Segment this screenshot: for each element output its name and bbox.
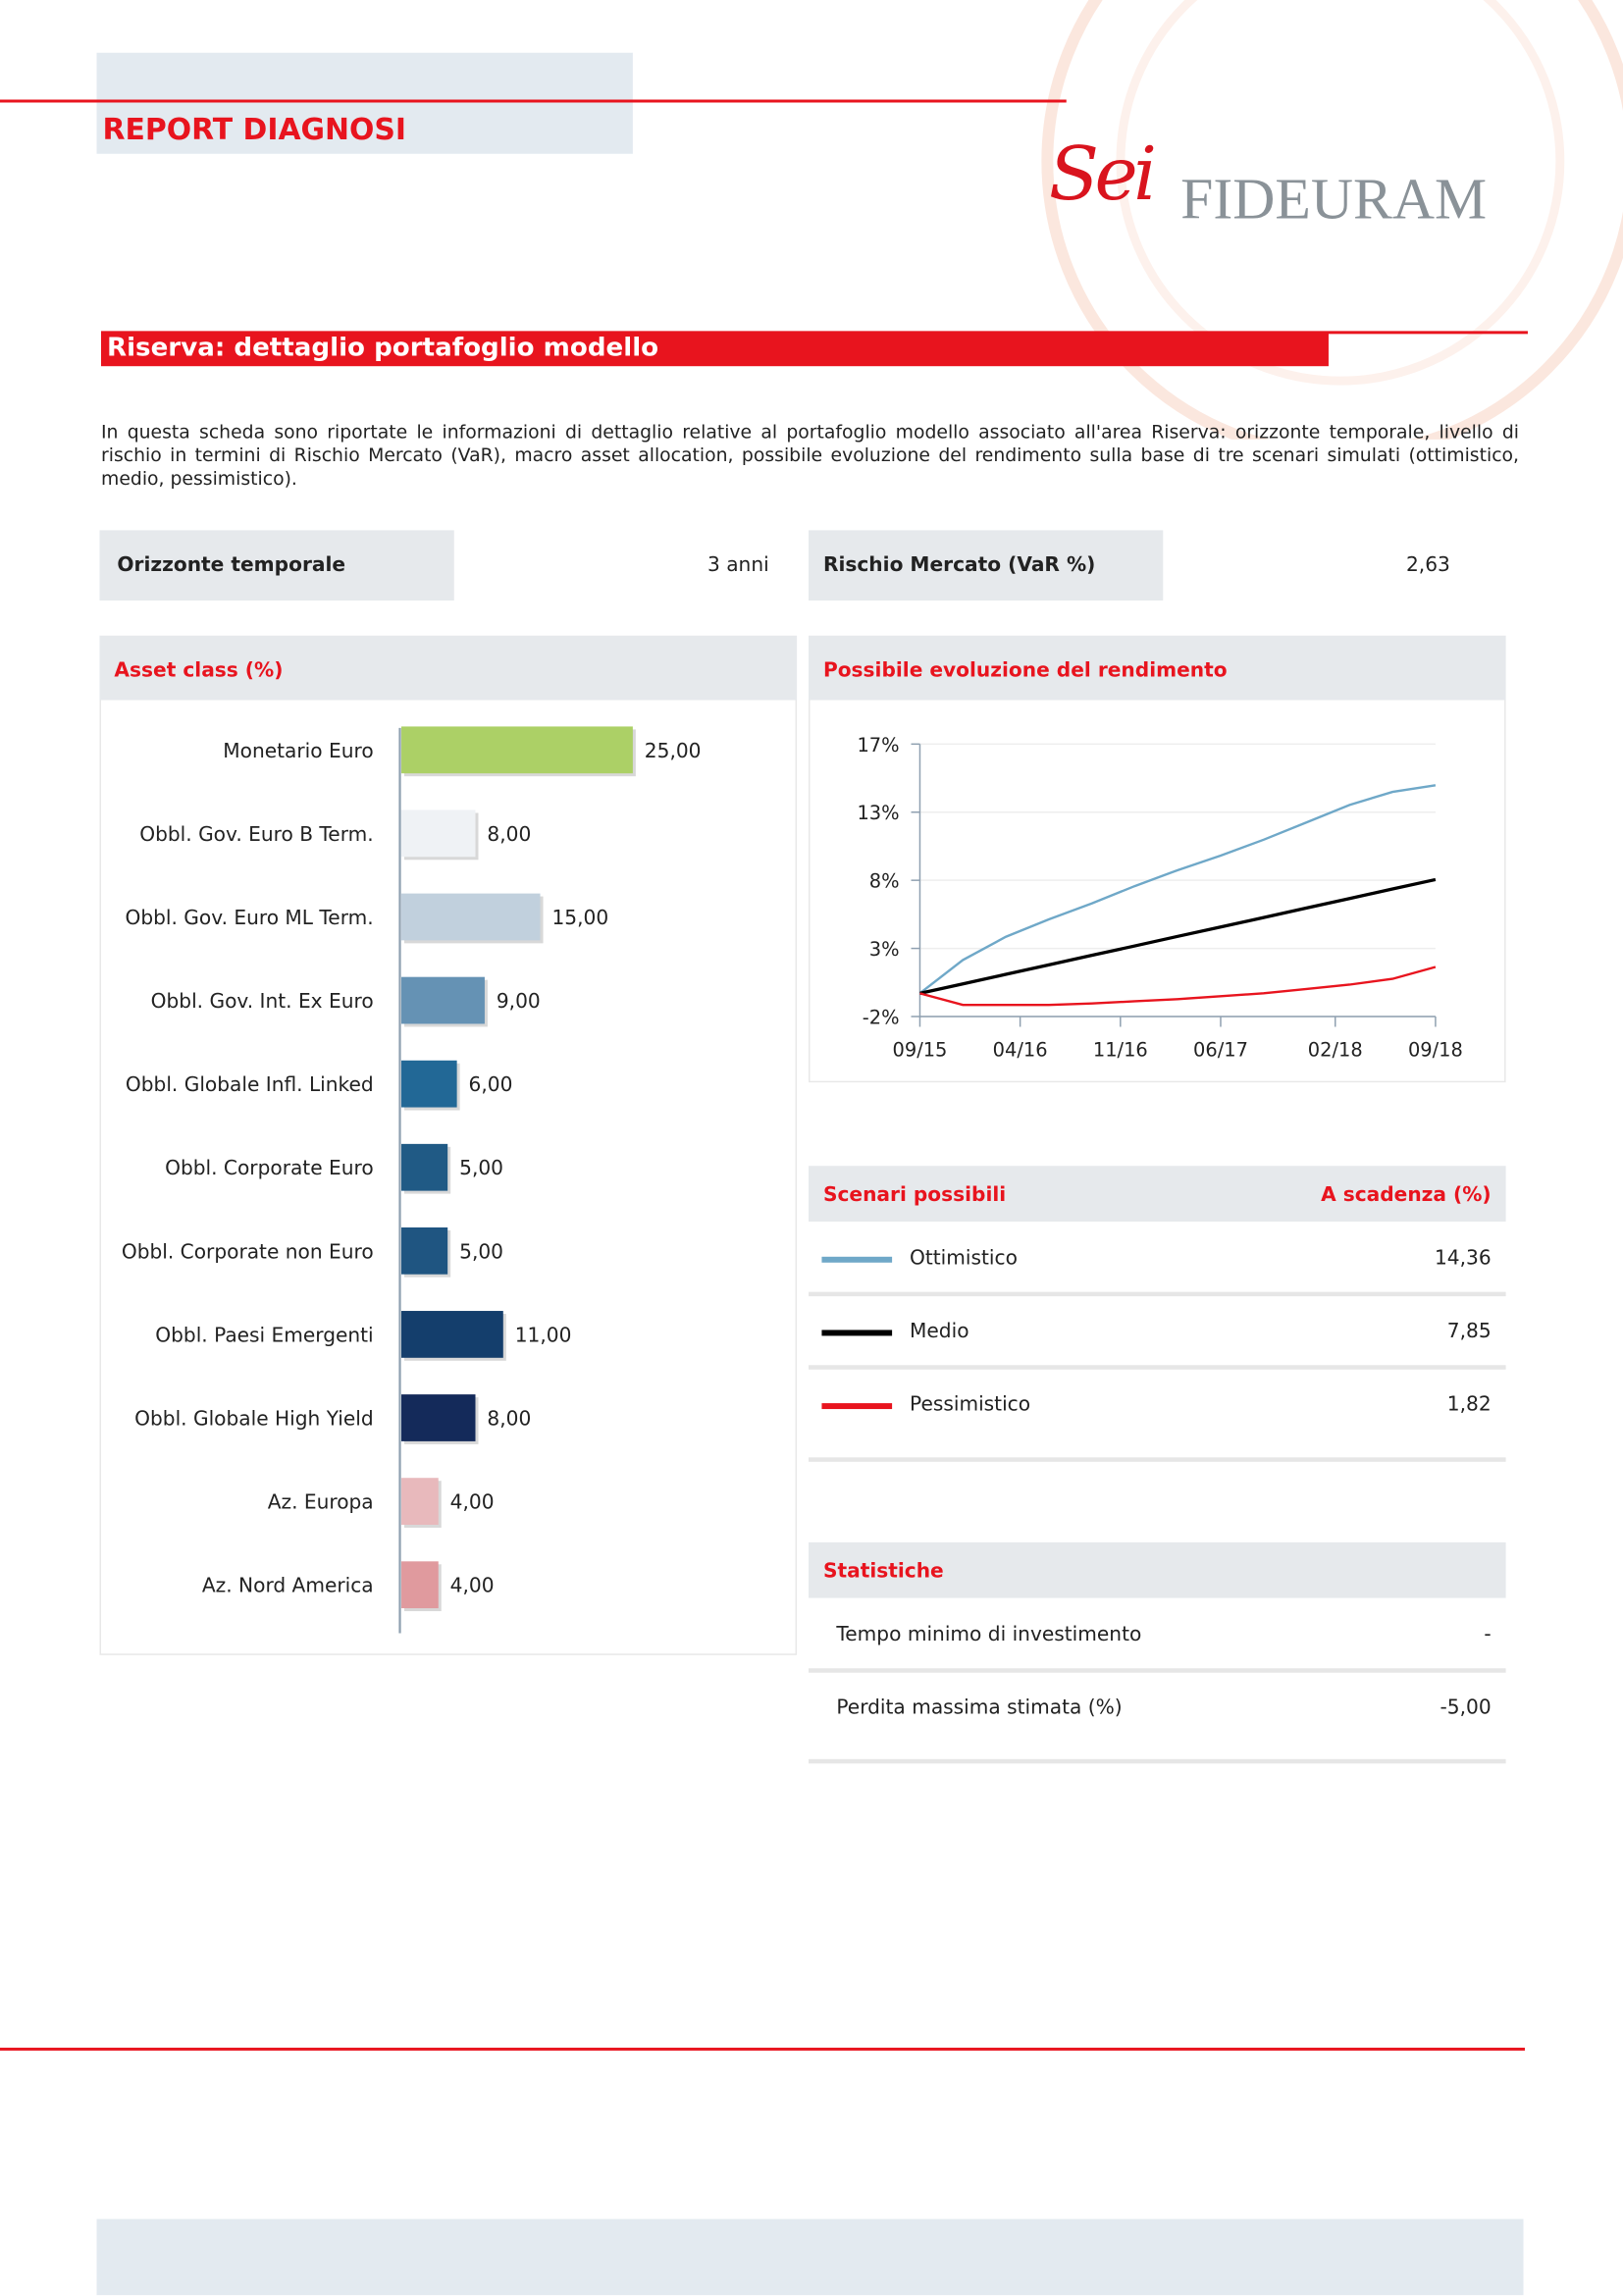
summary-box [809, 530, 1164, 601]
scenario-value: 7,85 [1446, 1319, 1492, 1343]
line-header [809, 635, 1506, 701]
category-label: Obbl. Gov. Int. Ex Euro [151, 989, 374, 1013]
y-tick-label: -2% [863, 1006, 900, 1028]
series-line [919, 965, 1437, 1007]
series-line [919, 877, 1437, 995]
summary-label: Orizzonte temporale [117, 553, 346, 578]
decor-arc [1116, 0, 1565, 386]
row-separator [809, 1457, 1506, 1462]
category-label: Obbl. Globale High Yield [134, 1406, 374, 1430]
legend-swatch [821, 1256, 893, 1263]
value-label: 4,00 [450, 1574, 495, 1597]
value-label: 11,00 [515, 1323, 572, 1346]
legend-swatch [821, 1403, 893, 1410]
stat-value: - [1484, 1623, 1492, 1646]
asset-chart: Monetario Euro 25,00 Obbl. Gov. Euro B Ter… [122, 726, 702, 1634]
bar [401, 809, 476, 858]
footer-box [96, 2218, 1524, 2296]
header-rule [0, 99, 1067, 103]
x-tick-label: 02/18 [1308, 1038, 1363, 1061]
value-label: 4,00 [450, 1490, 495, 1514]
value-label: 8,00 [487, 822, 531, 846]
scenario-col: Scenari possibili [822, 1183, 1007, 1208]
value-label: 25,00 [645, 739, 702, 762]
value-label: 6,00 [469, 1072, 513, 1096]
value-label: 15,00 [551, 906, 608, 929]
header-title: REPORT DIAGNOSI [102, 111, 407, 147]
scenario-value: 1,82 [1446, 1392, 1492, 1417]
series-line [918, 784, 1437, 995]
value-label: 9,00 [497, 989, 541, 1013]
line-title: Possibile evoluzione del rendimento [822, 658, 1228, 683]
x-tick-label: 11/16 [1093, 1038, 1148, 1061]
bar [401, 1478, 439, 1525]
row-separator [809, 1758, 1506, 1764]
y-tick-label: 8% [869, 870, 900, 893]
category-label: Obbl. Globale Infl. Linked [126, 1072, 374, 1096]
bar [401, 1143, 448, 1191]
summary-box [99, 530, 454, 601]
row-separator [809, 1668, 1506, 1673]
row-separator [809, 1365, 1506, 1370]
y-tick-label: 17% [857, 734, 899, 757]
header-box [96, 52, 633, 154]
category-label: Obbl. Gov. Euro ML Term. [125, 906, 373, 929]
decor [1041, 0, 1623, 440]
category-label: Obbl. Paesi Emergenti [155, 1323, 373, 1346]
summary-label: Rischio Mercato (VaR %) [822, 553, 1096, 578]
value-label: 5,00 [459, 1239, 503, 1263]
asset-header [99, 635, 798, 701]
value-label: 5,00 [459, 1156, 503, 1179]
summary-value: 2,63 [1405, 553, 1450, 578]
bar [401, 1561, 439, 1609]
bar [401, 1226, 448, 1275]
line-chart: -2% 3% 8% 13% 17% 09/15 04/16 11/16 06/17 02/18 09… [857, 734, 1463, 1061]
x-tick-label: 04/16 [993, 1038, 1048, 1061]
category-label: Obbl. Gov. Euro B Term. [139, 822, 373, 846]
row-separator [809, 1291, 1506, 1297]
bar [401, 1060, 457, 1108]
scenario-header [809, 1166, 1506, 1222]
legend-name: Ottimistico [910, 1246, 1018, 1271]
scenario-value: 14,36 [1434, 1246, 1492, 1271]
category-label: Obbl. Corporate Euro [165, 1156, 374, 1179]
logo-name: FIDEURAM [1180, 165, 1488, 232]
y-tick-label: 13% [857, 802, 899, 824]
asset-title: Asset class (%) [114, 658, 284, 683]
y-tick-label: 3% [869, 938, 900, 961]
category-label: Obbl. Corporate non Euro [122, 1239, 374, 1263]
decor-arc [1041, 0, 1623, 440]
bar [401, 893, 541, 941]
category-label: Monetario Euro [223, 739, 373, 762]
x-tick-label: 06/17 [1193, 1038, 1248, 1061]
stat-label: Tempo minimo di investimento [836, 1623, 1142, 1646]
legend-name: Pessimistico [910, 1392, 1031, 1417]
category-label: Az. Europa [268, 1490, 374, 1514]
section-bar [101, 332, 1329, 367]
category-label: Az. Nord America [202, 1574, 374, 1597]
bar [401, 976, 485, 1024]
bar [401, 1394, 476, 1441]
scenario-col: A scadenza (%) [1321, 1183, 1492, 1208]
stat-label: Perdita massima stimata (%) [836, 1696, 1123, 1720]
stat-value: -5,00 [1440, 1696, 1492, 1720]
x-tick-label: 09/18 [1408, 1038, 1463, 1061]
intro: In questa scheda sono riportate le infor… [101, 420, 1520, 490]
summary-value: 3 anni [707, 553, 769, 578]
x-tick-label: 09/15 [893, 1038, 948, 1061]
stats-header [809, 1541, 1506, 1598]
bar [401, 1311, 503, 1358]
logo-mark: Sei [1048, 131, 1157, 217]
bar [401, 726, 633, 774]
section-title: Riserva: dettaglio portafoglio modello [106, 334, 659, 364]
stats-title: Statistiche [822, 1559, 944, 1584]
value-label: 8,00 [487, 1406, 531, 1430]
legend-name: Medio [910, 1319, 969, 1343]
footer-rule [0, 2047, 1525, 2051]
legend-swatch [821, 1330, 893, 1336]
